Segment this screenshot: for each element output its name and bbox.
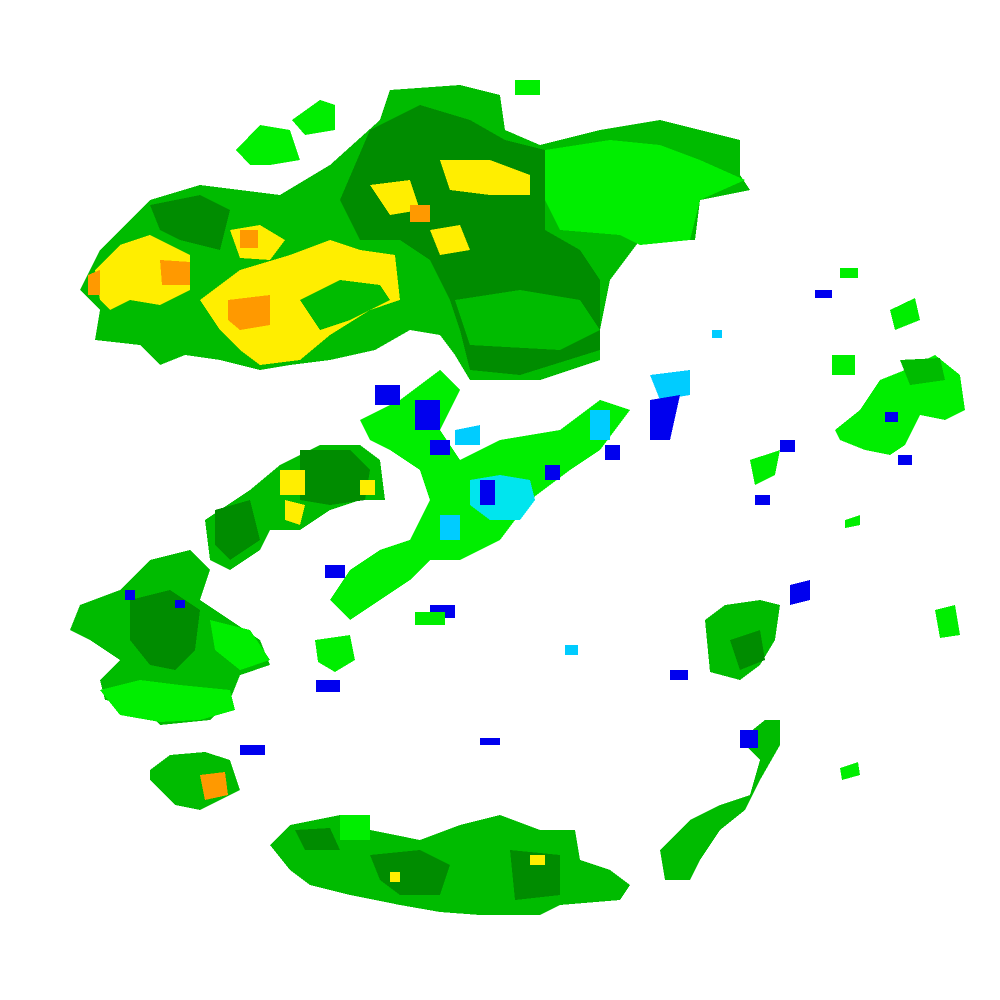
echo xyxy=(650,370,690,400)
echo xyxy=(510,850,560,900)
echo xyxy=(360,480,375,495)
echo xyxy=(236,125,300,165)
echo xyxy=(240,745,265,755)
echo xyxy=(455,290,600,350)
nw-cell xyxy=(80,80,750,380)
echo xyxy=(410,205,430,222)
echo xyxy=(650,395,680,440)
echo xyxy=(740,730,758,748)
echo xyxy=(130,590,200,670)
echo xyxy=(605,445,620,460)
echo xyxy=(100,680,235,722)
echo xyxy=(530,855,545,865)
echo xyxy=(300,280,390,330)
echo xyxy=(316,680,340,692)
echo xyxy=(295,828,340,850)
echo xyxy=(790,580,810,605)
echo xyxy=(780,440,795,452)
echo xyxy=(815,290,832,298)
echo xyxy=(455,425,480,445)
echo xyxy=(832,355,855,375)
echo xyxy=(660,720,780,880)
echo xyxy=(125,590,135,600)
e-cells xyxy=(415,268,965,880)
echo xyxy=(375,385,400,405)
echo xyxy=(325,565,345,578)
echo xyxy=(565,645,578,655)
echo xyxy=(240,230,258,248)
s-cell xyxy=(270,815,630,915)
echo xyxy=(210,620,270,670)
echo xyxy=(590,410,610,440)
echo xyxy=(315,635,355,672)
echo xyxy=(885,412,898,422)
echo xyxy=(545,465,560,480)
echo xyxy=(935,605,960,638)
echo xyxy=(730,630,765,670)
echo xyxy=(430,440,450,455)
echo xyxy=(840,268,858,278)
echo xyxy=(845,515,860,528)
echo xyxy=(285,500,305,525)
echo xyxy=(755,495,770,505)
w-cluster xyxy=(70,550,355,810)
echo xyxy=(430,225,470,255)
echo xyxy=(292,100,335,135)
echo xyxy=(95,235,190,310)
echo xyxy=(750,450,780,485)
echo xyxy=(200,240,400,365)
echo xyxy=(175,600,185,608)
echo xyxy=(200,772,228,800)
echo xyxy=(890,298,920,330)
echo xyxy=(900,358,945,385)
echo xyxy=(160,260,190,285)
echo xyxy=(440,515,460,540)
echo xyxy=(228,295,270,330)
echo xyxy=(545,140,745,245)
echo xyxy=(480,480,495,505)
echo xyxy=(370,850,450,895)
echo xyxy=(415,400,440,430)
echo xyxy=(515,80,540,95)
echo xyxy=(390,872,400,882)
echo xyxy=(88,270,100,295)
echo xyxy=(215,500,260,560)
echo xyxy=(840,762,860,780)
echo xyxy=(440,160,530,195)
echo xyxy=(300,450,370,505)
echo xyxy=(340,815,370,840)
echo xyxy=(670,670,688,680)
central-band xyxy=(325,370,690,620)
echo xyxy=(480,738,500,745)
echo xyxy=(280,470,305,495)
echo xyxy=(150,195,230,250)
echo xyxy=(712,330,722,338)
sw-band xyxy=(205,445,385,570)
echo xyxy=(898,455,912,465)
echo xyxy=(370,180,420,215)
echo xyxy=(415,612,445,625)
